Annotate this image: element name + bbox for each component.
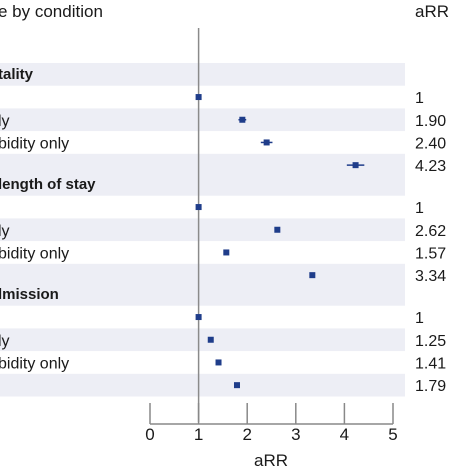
group-title: length of stay xyxy=(0,176,96,193)
value-label: 1.90 xyxy=(415,113,446,130)
group-title: lmission xyxy=(0,286,59,303)
row-band xyxy=(0,153,405,177)
value-label: 1.41 xyxy=(415,355,446,372)
group-band xyxy=(0,63,405,86)
estimate-point xyxy=(233,382,240,389)
estimate-point xyxy=(207,336,214,343)
value-label: 2.62 xyxy=(415,223,446,240)
row-band xyxy=(0,218,405,242)
x-axis: 0 1 2 3 4 5 xyxy=(145,403,398,444)
row-band xyxy=(0,108,405,132)
value-label: 1 xyxy=(415,310,424,327)
value-label: 2.40 xyxy=(415,135,446,152)
estimate-point xyxy=(263,139,270,146)
x-tick-label: 1 xyxy=(194,425,203,444)
header-left: e by condition xyxy=(0,2,103,21)
estimate-point xyxy=(195,94,202,101)
estimate-point xyxy=(239,116,246,123)
x-tick-label: 0 xyxy=(145,425,154,444)
row-label: bidity only xyxy=(0,135,69,152)
x-tick-label: 3 xyxy=(291,425,300,444)
value-label: 1.57 xyxy=(415,245,446,262)
estimate-point xyxy=(223,249,230,256)
x-axis-label: aRR xyxy=(254,451,288,470)
x-tick-label: 2 xyxy=(242,425,251,444)
estimate-point xyxy=(195,204,202,211)
row-bands xyxy=(0,63,405,397)
estimate-marks xyxy=(195,94,365,389)
row-label: ly xyxy=(0,333,10,350)
row-band xyxy=(0,263,405,287)
x-tick-label: 5 xyxy=(388,425,397,444)
estimate-point xyxy=(352,162,359,169)
estimate-point xyxy=(215,359,222,366)
group-title: tality xyxy=(0,66,34,83)
estimate-point xyxy=(274,226,281,233)
row-band xyxy=(0,328,405,352)
x-tick-label: 4 xyxy=(340,425,349,444)
row-label: ly xyxy=(0,223,10,240)
value-label: 3.34 xyxy=(415,268,446,285)
row-labels: tality 1 ly 1.90 bidity only 2.40 4.23 length o… xyxy=(0,66,446,395)
group-band xyxy=(0,283,405,306)
header-right: aRR xyxy=(415,2,449,21)
group-band xyxy=(0,173,405,196)
value-label: 1.79 xyxy=(415,378,446,395)
value-label: 1 xyxy=(415,90,424,107)
estimate-point xyxy=(195,314,202,321)
value-label: 4.23 xyxy=(415,158,446,175)
value-label: 1 xyxy=(415,200,424,217)
value-label: 1.25 xyxy=(415,333,446,350)
row-band xyxy=(0,373,405,397)
row-label: ly xyxy=(0,113,10,130)
row-label: bidity only xyxy=(0,245,69,262)
estimate-point xyxy=(309,272,316,279)
row-label: bidity only xyxy=(0,355,69,372)
